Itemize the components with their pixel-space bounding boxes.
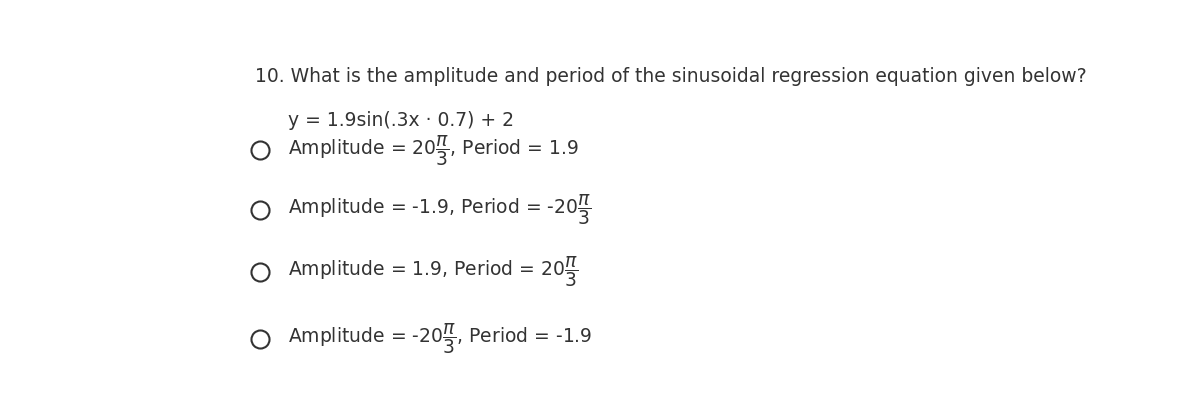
Text: Amplitude = -20$\dfrac{\pi}{3}$, Period = -1.9: Amplitude = -20$\dfrac{\pi}{3}$, Period … [288,322,592,356]
Text: Amplitude = 20$\dfrac{\pi}{3}$, Period = 1.9: Amplitude = 20$\dfrac{\pi}{3}$, Period =… [288,133,578,168]
Text: 10. What is the amplitude and period of the sinusoidal regression equation given: 10. What is the amplitude and period of … [256,67,1087,86]
Text: Amplitude = -1.9, Period = -20$\dfrac{\pi}{3}$: Amplitude = -1.9, Period = -20$\dfrac{\p… [288,192,592,227]
Text: y = 1.9sin(.3x · 0.7) + 2: y = 1.9sin(.3x · 0.7) + 2 [288,110,514,129]
Text: Amplitude = 1.9, Period = 20$\dfrac{\pi}{3}$: Amplitude = 1.9, Period = 20$\dfrac{\pi}… [288,254,577,289]
